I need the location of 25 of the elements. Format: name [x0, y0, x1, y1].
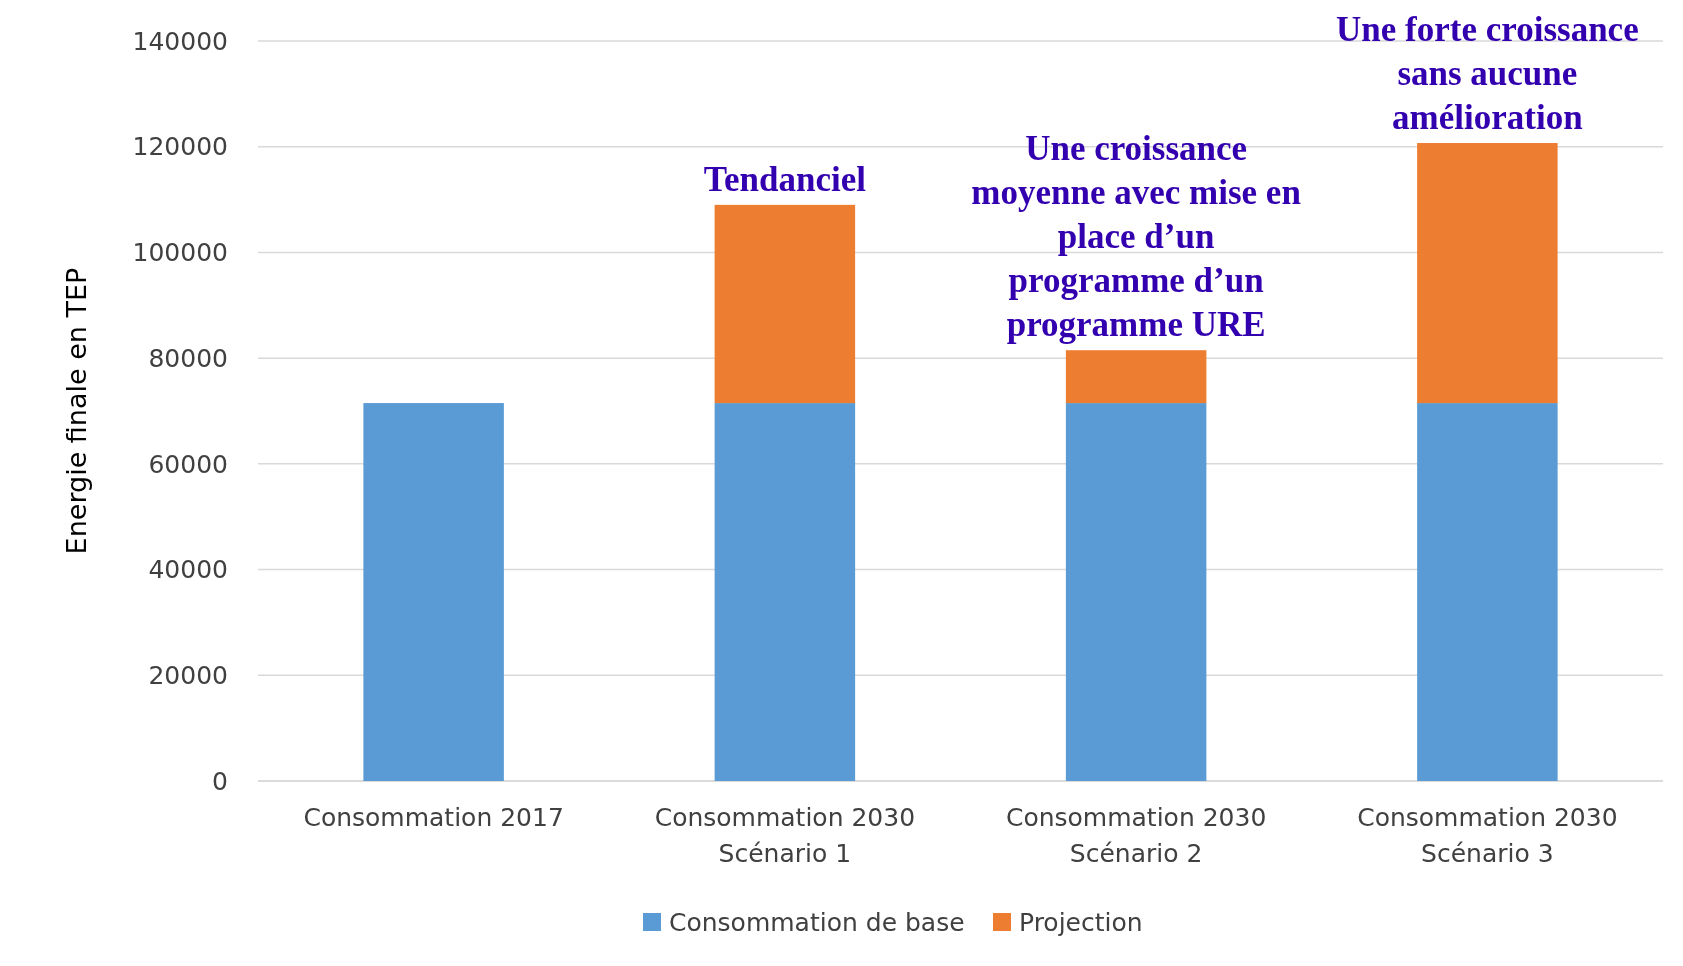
y-tick-label: 80000: [148, 343, 228, 373]
annotation: Tendanciel: [703, 159, 867, 199]
y-tick-label: 100000: [132, 238, 228, 268]
y-axis-title: Energie finale en TEP: [61, 267, 92, 555]
bar: [1417, 143, 1558, 404]
bar: [1417, 403, 1558, 781]
y-tick-label: 20000: [148, 661, 228, 691]
bar: [714, 204, 856, 404]
legend-label: Consommation de base: [669, 907, 965, 937]
bar: [1065, 403, 1207, 781]
x-tick-label: Consommation 2030 Scénario 1: [654, 803, 916, 868]
bar: [1065, 350, 1207, 404]
annotation: Une forte croissance sans aucune amélioration: [1336, 10, 1639, 138]
annotation: Une croissance moyenne avec mise en place d’un programme d’un programme URE: [971, 129, 1301, 345]
x-tick-label: Consommation 2030 Scénario 3: [1357, 803, 1618, 868]
x-tick-label: Consommation 2030 Scénario 2: [1005, 803, 1267, 868]
x-tick-label: Consommation 2017: [303, 803, 564, 832]
bar: [363, 403, 504, 781]
y-tick-label: 40000: [148, 555, 228, 585]
legend-label: Projection: [1019, 907, 1143, 937]
bar: [714, 403, 856, 781]
y-tick-label: 60000: [148, 449, 228, 479]
y-tick-label: 140000: [132, 26, 228, 56]
y-tick-label: 120000: [132, 132, 228, 162]
y-tick-label: 0: [212, 766, 228, 796]
